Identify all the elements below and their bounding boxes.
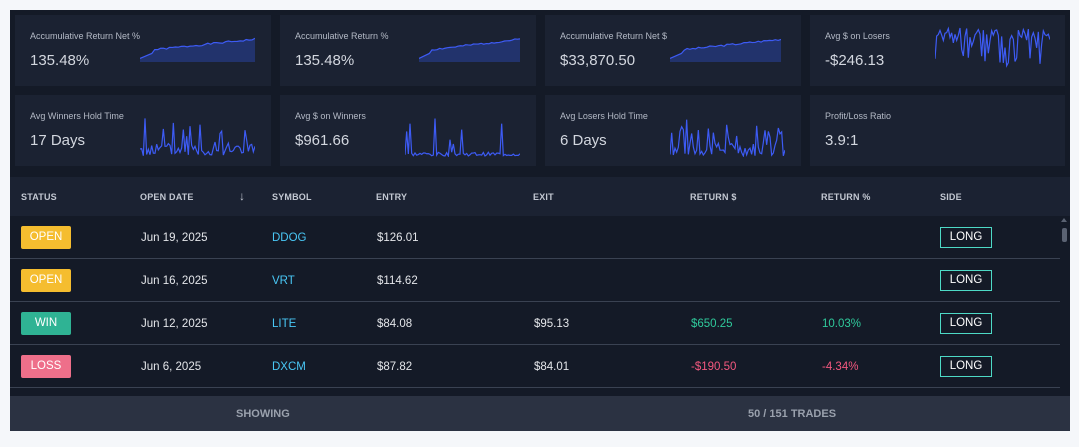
showing-label: SHOWING [236,408,290,420]
symbol-link[interactable]: DXCM [272,361,306,373]
stat-value: 3.9:1 [825,132,859,149]
table-row[interactable]: OPEN Jun 16, 2025 VRT $114.62 LONG [10,259,1060,302]
stat-value: $33,870.50 [560,52,636,69]
column-header-return-pct[interactable]: RETURN % [821,192,871,202]
stat-value: 135.48% [295,52,355,69]
stat-value: $961.66 [295,132,350,149]
stat-label: Avg $ on Winners [295,111,366,121]
status-badge-loss: LOSS [21,355,71,378]
stat-label: Profit/Loss Ratio [825,111,892,121]
stat-card-avg-usd-on-winners: Avg $ on Winners $961.66 [280,95,536,166]
sparkline-spikes-up [670,119,785,157]
side-badge: LONG [940,313,992,334]
table-footer: SHOWING 50 / 151 TRADES [10,396,1070,431]
stat-card-avg-winners-hold-time: Avg Winners Hold Time 17 Days [15,95,271,166]
status-badge-open: OPEN [21,269,71,292]
return-pct: -4.34% [822,361,859,373]
stat-card-accumulative-return-net-pct: Accumulative Return Net % 135.48% [15,15,271,86]
status-badge-win: WIN [21,312,71,335]
sparkline-area [140,37,255,62]
sparkline-spikes-up [140,118,255,156]
entry-price: $126.01 [377,232,419,244]
table-row[interactable]: LOSS Jun 6, 2025 DXCM $87.82 $84.01 -$19… [10,345,1060,388]
stat-label: Accumulative Return Net $ [560,31,668,41]
open-date: Jun 16, 2025 [141,275,208,287]
exit-price: $95.13 [534,318,570,330]
return-pct: 10.03% [822,318,862,330]
sparkline-spikes-down [935,26,1050,68]
return-usd: -$190.50 [691,361,737,373]
table-row[interactable]: WIN Jun 12, 2025 LITE $84.08 $95.13 $650… [10,302,1060,345]
stat-label: Avg Losers Hold Time [560,111,648,121]
vertical-scrollbar[interactable] [1060,216,1070,396]
side-badge: LONG [940,270,992,291]
column-header-return-usd[interactable]: RETURN $ [690,192,737,202]
scrollbar-thumb[interactable] [1062,228,1067,242]
stat-card-accumulative-return-pct: Accumulative Return % 135.48% [280,15,536,86]
entry-price: $87.82 [377,361,413,373]
open-date: Jun 19, 2025 [141,232,208,244]
stat-label: Avg $ on Losers [825,31,890,41]
stat-card-avg-losers-hold-time: Avg Losers Hold Time 6 Days [545,95,801,166]
sparkline-spikes-up [405,118,520,157]
trade-count: 50 / 151 TRADES [748,408,837,420]
stat-value: 17 Days [30,132,86,149]
symbol-link[interactable]: VRT [272,275,295,287]
stat-card-profit-loss-ratio: Profit/Loss Ratio 3.9:1 [810,95,1065,166]
side-badge: LONG [940,227,992,248]
stat-card-accumulative-return-net-usd: Accumulative Return Net $ $33,870.50 [545,15,801,86]
stat-value: -$246.13 [825,52,885,69]
column-header-exit[interactable]: EXIT [533,192,554,202]
stat-card-avg-usd-on-losers: Avg $ on Losers -$246.13 [810,15,1065,86]
stat-label: Accumulative Return % [295,31,389,41]
exit-price: $84.01 [534,361,570,373]
stat-label: Avg Winners Hold Time [30,111,124,121]
side-badge: LONG [940,356,992,377]
open-date: Jun 6, 2025 [141,361,202,373]
column-header-symbol[interactable]: SYMBOL [272,192,312,202]
stat-value: 6 Days [560,132,607,149]
return-usd: $650.25 [691,318,733,330]
column-header-status[interactable]: STATUS [21,192,57,202]
scroll-up-icon[interactable] [1061,218,1067,222]
entry-price: $114.62 [377,275,418,287]
column-header-open-date[interactable]: OPEN DATE [140,192,194,202]
column-header-side[interactable]: SIDE [940,192,962,202]
arrow-down-icon[interactable]: ↓ [239,189,245,203]
column-header-entry[interactable]: ENTRY [376,192,408,202]
trades-table-header: STATUS OPEN DATE ↓ SYMBOL ENTRY EXIT RET… [10,177,1070,216]
table-row[interactable]: OPEN Jun 19, 2025 DDOG $126.01 LONG [10,216,1060,259]
symbol-link[interactable]: LITE [272,318,297,330]
symbol-link[interactable]: DDOG [272,232,307,244]
status-badge-open: OPEN [21,226,71,249]
sparkline-area [670,38,781,62]
entry-price: $84.08 [377,318,413,330]
stat-label: Accumulative Return Net % [30,31,141,41]
sparkline-area [419,38,520,62]
trading-dashboard: Accumulative Return Net % 135.48% Accumu… [10,10,1070,431]
open-date: Jun 12, 2025 [141,318,208,330]
stat-value: 135.48% [30,52,90,69]
